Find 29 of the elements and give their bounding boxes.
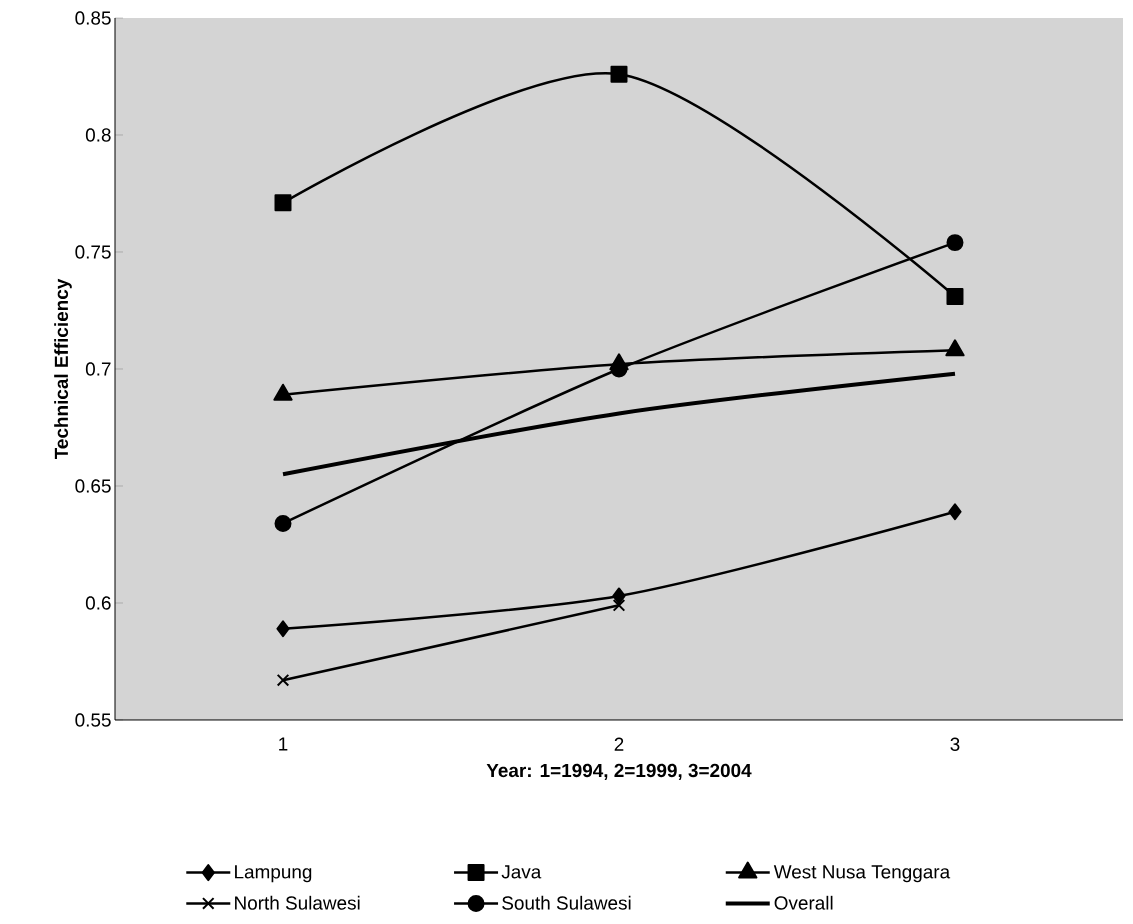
point <box>274 514 292 532</box>
y-tick-label: 0.7 <box>85 362 111 376</box>
y-tick-label: 0.65 <box>75 479 111 493</box>
y-axis-title: Technical Efficiency <box>54 278 72 460</box>
x-axis-title: Year: 1=1994, 2=1999, 3=2004 <box>486 763 752 780</box>
point <box>946 234 964 252</box>
point <box>276 620 290 638</box>
x-tick-label: 2 <box>614 737 624 751</box>
legend-label: Overall <box>774 895 833 910</box>
y-tick-label: 0.55 <box>75 713 111 727</box>
point <box>610 360 628 378</box>
legend-label: South Sulawesi <box>502 895 631 910</box>
y-tick-label: 0.85 <box>75 11 111 25</box>
x-tick-label: 1 <box>279 737 288 751</box>
point <box>276 673 290 687</box>
legend-label: North Sulawesi <box>235 895 360 910</box>
point <box>274 194 292 212</box>
point <box>948 503 962 521</box>
x-tick-label: 3 <box>950 737 960 751</box>
point <box>946 287 964 305</box>
y-tick-label: 0.6 <box>85 596 111 610</box>
point <box>612 599 626 612</box>
legend-label: West Nusa Tenggara <box>773 865 951 883</box>
y-tick-label: 0.8 <box>85 128 111 142</box>
legend-label: Lampung <box>235 865 312 883</box>
point <box>610 65 628 83</box>
y-tick-label: 0.75 <box>75 245 111 259</box>
point <box>612 587 626 605</box>
legend-label: Java <box>501 865 542 879</box>
